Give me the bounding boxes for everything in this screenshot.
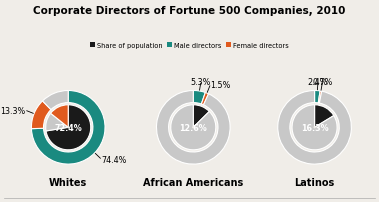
Text: 12.6%: 12.6% [179, 123, 207, 132]
Text: 1.5%: 1.5% [210, 80, 231, 89]
Wedge shape [42, 91, 68, 110]
Wedge shape [51, 105, 68, 128]
Text: 72.4%: 72.4% [54, 123, 82, 132]
Text: 74.4%: 74.4% [102, 155, 127, 164]
Circle shape [68, 127, 69, 128]
Wedge shape [31, 101, 51, 129]
Wedge shape [193, 91, 205, 104]
Text: Latinos: Latinos [294, 177, 335, 187]
Circle shape [193, 127, 194, 128]
Wedge shape [315, 91, 320, 103]
Wedge shape [193, 105, 209, 128]
Wedge shape [31, 91, 105, 164]
Text: 2.4%: 2.4% [308, 77, 328, 86]
Wedge shape [157, 91, 230, 164]
Circle shape [314, 127, 315, 128]
Text: 13.3%: 13.3% [0, 106, 25, 115]
Wedge shape [171, 105, 216, 150]
Wedge shape [201, 93, 208, 105]
Text: Corporate Directors of Fortune 500 Companies, 2010: Corporate Directors of Fortune 500 Compa… [33, 6, 346, 16]
Text: 5.3%: 5.3% [191, 78, 211, 87]
Wedge shape [292, 105, 337, 150]
Legend: Share of population, Male directors, Female directors: Share of population, Male directors, Fem… [88, 40, 291, 51]
Text: Whites: Whites [49, 177, 87, 187]
Wedge shape [315, 105, 334, 128]
Wedge shape [318, 92, 322, 104]
Text: 0.7%: 0.7% [312, 78, 333, 87]
Text: African Americans: African Americans [143, 177, 243, 187]
Text: 16.3%: 16.3% [301, 123, 328, 132]
Wedge shape [46, 114, 68, 131]
Wedge shape [278, 91, 351, 164]
Wedge shape [46, 105, 91, 150]
